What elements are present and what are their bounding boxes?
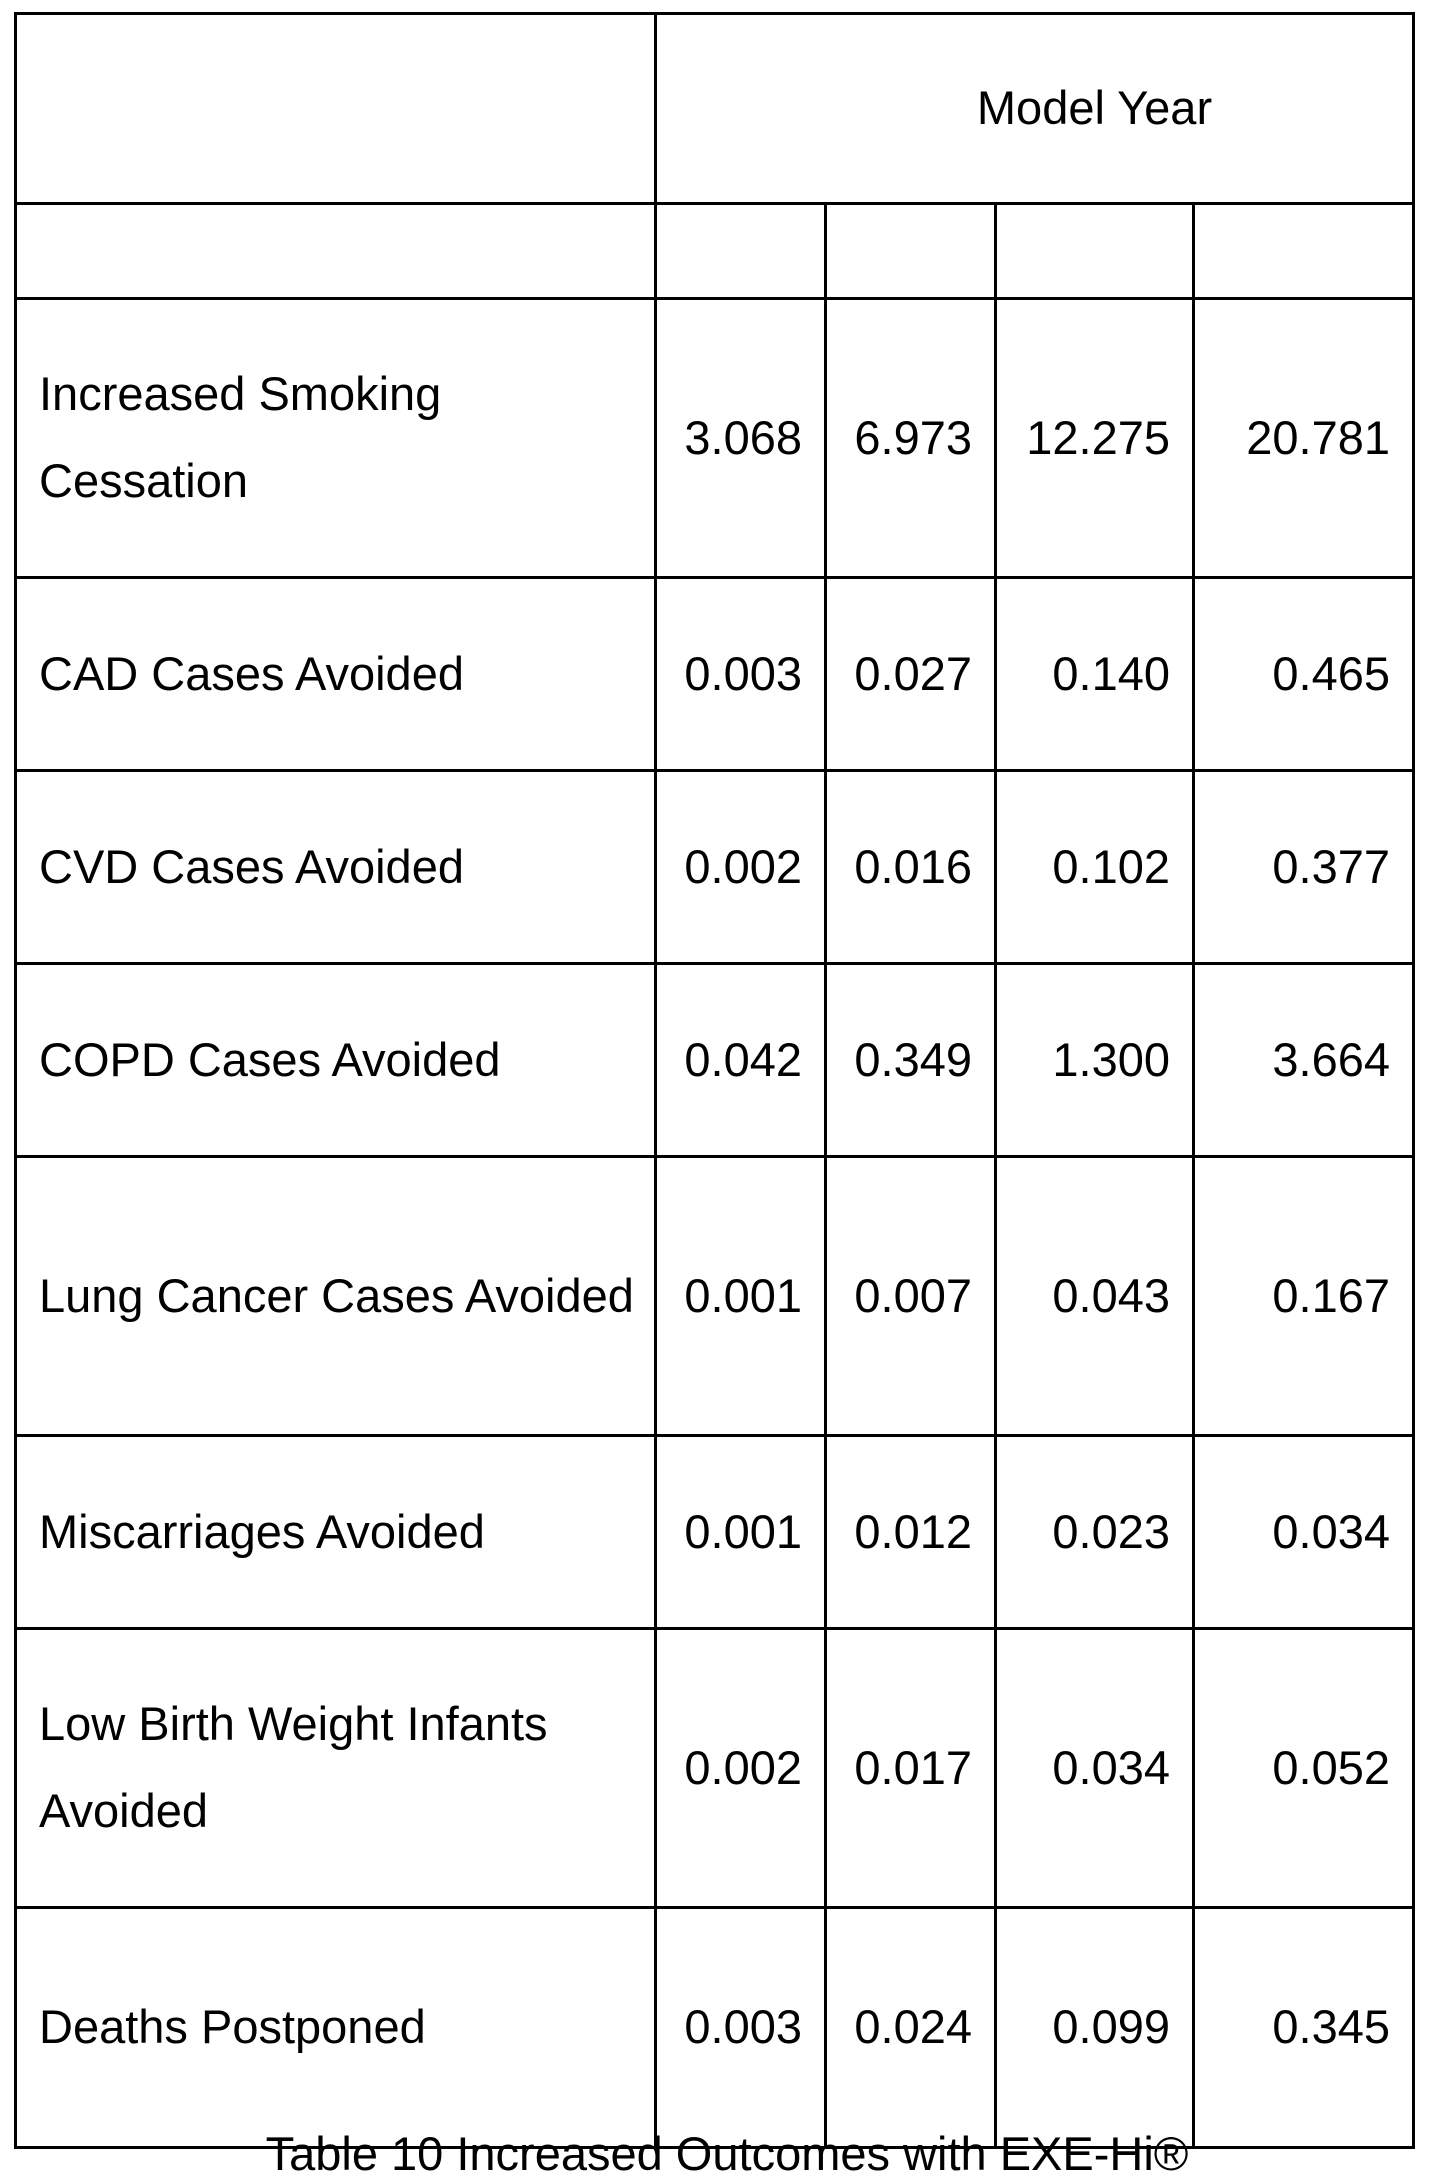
row-label: Lung Cancer Cases Avoided [16,1157,656,1436]
table-row: CAD Cases Avoided 0.003 0.027 0.140 0.46… [16,578,1414,771]
row-label: Miscarriages Avoided [16,1436,656,1629]
value-cell: 0.140 [996,578,1194,771]
header-corner-cell [16,14,656,204]
value-cell: 0.042 [656,964,826,1157]
value-cell: 0.003 [656,578,826,771]
value-cell: 0.001 [656,1436,826,1629]
table-row: COPD Cases Avoided 0.042 0.349 1.300 3.6… [16,964,1414,1157]
subheader-cell [996,204,1194,299]
value-cell: 20.781 [1194,299,1414,578]
row-label: CVD Cases Avoided [16,771,656,964]
table-row: Lung Cancer Cases Avoided 0.001 0.007 0.… [16,1157,1414,1436]
value-cell: 0.052 [1194,1629,1414,1908]
table-row: CVD Cases Avoided 0.002 0.016 0.102 0.37… [16,771,1414,964]
value-cell: 0.043 [996,1157,1194,1436]
subheader-cell [656,204,826,299]
row-label: Increased Smoking Cessation [16,299,656,578]
subheader-row [16,204,1414,299]
header-row: Model Year [16,14,1414,204]
row-label: COPD Cases Avoided [16,964,656,1157]
row-label: Low Birth Weight Infants Avoided [16,1629,656,1908]
value-cell: 3.068 [656,299,826,578]
table-caption: Table 10 Increased Outcomes with EXE-Hi® [0,2126,1454,2182]
subheader-cell [16,204,656,299]
table-row: Low Birth Weight Infants Avoided 0.002 0… [16,1629,1414,1908]
value-cell: 0.027 [826,578,996,771]
document-page: Model Year Increased Smoking Cessation 3… [0,0,1454,2146]
value-cell: 0.099 [996,1908,1194,2148]
value-cell: 3.664 [1194,964,1414,1157]
table-row: Deaths Postponed 0.003 0.024 0.099 0.345 [16,1908,1414,2148]
value-cell: 0.349 [826,964,996,1157]
value-cell: 12.275 [996,299,1194,578]
table-row: Increased Smoking Cessation 3.068 6.973 … [16,299,1414,578]
value-cell: 1.300 [996,964,1194,1157]
value-cell: 0.016 [826,771,996,964]
value-cell: 0.377 [1194,771,1414,964]
value-cell: 0.465 [1194,578,1414,771]
value-cell: 0.034 [1194,1436,1414,1629]
value-cell: 0.167 [1194,1157,1414,1436]
value-cell: 0.007 [826,1157,996,1436]
value-cell: 0.102 [996,771,1194,964]
value-cell: 0.345 [1194,1908,1414,2148]
value-cell: 0.012 [826,1436,996,1629]
model-year-header: Model Year [656,14,1414,204]
value-cell: 0.034 [996,1629,1194,1908]
row-label: CAD Cases Avoided [16,578,656,771]
model-year-table: Model Year Increased Smoking Cessation 3… [14,12,1415,2149]
subheader-cell [1194,204,1414,299]
value-cell: 0.003 [656,1908,826,2148]
table-row: Miscarriages Avoided 0.001 0.012 0.023 0… [16,1436,1414,1629]
subheader-cell [826,204,996,299]
value-cell: 0.002 [656,771,826,964]
value-cell: 0.023 [996,1436,1194,1629]
value-cell: 0.002 [656,1629,826,1908]
value-cell: 0.001 [656,1157,826,1436]
value-cell: 6.973 [826,299,996,578]
value-cell: 0.017 [826,1629,996,1908]
row-label: Deaths Postponed [16,1908,656,2148]
value-cell: 0.024 [826,1908,996,2148]
